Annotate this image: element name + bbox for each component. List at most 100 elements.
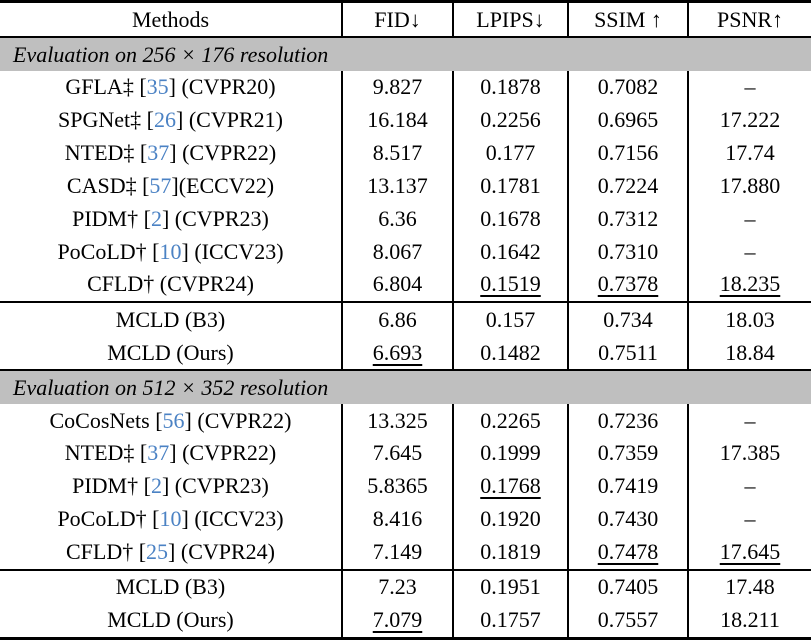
method-name-text: GFLA‡ [: [65, 74, 147, 100]
ssim-value: 0.7405: [567, 568, 688, 604]
citation-link[interactable]: 57: [149, 172, 172, 198]
table-row: NTED‡ [37] (CVPR22) 7.645 0.1999 0.7359 17.3…: [0, 437, 811, 470]
citation-link[interactable]: 26: [154, 107, 176, 133]
citation-link[interactable]: 37: [147, 140, 170, 166]
ssim-value: 0.7419: [567, 469, 688, 503]
method-venue-text: ] (CVPR22): [169, 140, 277, 166]
lpips-value: 0.1951: [452, 568, 568, 604]
lpips-value: 0.1999: [452, 437, 568, 470]
lpips-value: 0.1920: [452, 502, 568, 536]
fid-value: 7.079: [341, 603, 453, 639]
table-row: CFLD† (CVPR24) 6.804 0.1519 0.7378 18.235: [0, 267, 811, 303]
fid-value: 9.827: [341, 71, 453, 104]
method-name-text: MCLD (B3): [115, 306, 226, 332]
fid-value: 6.86: [341, 301, 453, 337]
table-body: Evaluation on 256 × 176 resolution GFLA‡ …: [0, 35, 811, 639]
method-name-text: CFLD† (CVPR24): [87, 271, 254, 297]
citation-link[interactable]: 56: [162, 407, 185, 433]
psnr-value: 17.645: [687, 535, 811, 570]
fid-value: 16.184: [341, 103, 453, 137]
fid-value: 8.067: [341, 235, 453, 268]
table-row: GFLA‡ [35] (CVPR20) 9.827 0.1878 0.7082–: [0, 71, 811, 104]
ssim-value: 0.7156: [567, 136, 688, 170]
citation-link[interactable]: 10: [159, 238, 182, 264]
table-row: SPGNet‡ [26] (CVPR21) 16.184 0.2256 0.6965 1…: [0, 103, 811, 137]
lpips-value: 0.177: [452, 136, 568, 170]
lpips-value: 0.1757: [452, 603, 568, 639]
psnr-value: 18.03: [687, 301, 811, 337]
table-row: PoCoLD† [10] (ICCV23) 8.067 0.1642 0.7310–: [0, 235, 811, 268]
fid-value: 13.325: [341, 404, 453, 438]
method-name: MCLD (Ours): [0, 604, 342, 639]
method-name-text: CoCosNets [: [49, 407, 163, 433]
table-row: CFLD† [25] (CVPR24) 7.149 0.1819 0.7478 17.6…: [0, 535, 811, 570]
psnr-value: –: [687, 502, 811, 536]
ssim-value: 0.7082: [567, 71, 688, 104]
lpips-value: 0.1519: [452, 267, 568, 303]
method-name-text: CFLD† [: [65, 539, 147, 565]
method-name: PoCoLD† [10] (ICCV23): [0, 235, 342, 268]
lpips-value: 0.2265: [452, 404, 568, 438]
psnr-value: 18.211: [687, 603, 811, 639]
psnr-value: 18.84: [687, 336, 811, 371]
citation-link[interactable]: 37: [147, 440, 170, 466]
psnr-value: 17.385: [687, 437, 811, 470]
col-header-lpips: LPIPS↓: [452, 1, 568, 38]
table-row: MCLD (B3) 7.23 0.1951 0.7405 17.48: [0, 568, 811, 604]
method-name: PIDM† [2] (CVPR23): [0, 202, 342, 235]
section-row: Evaluation on 256 × 176 resolution: [0, 35, 811, 72]
citation-link[interactable]: 2: [150, 473, 162, 499]
psnr-value: 18.235: [687, 267, 811, 303]
method-venue-text: ] (CVPR24): [168, 539, 275, 565]
fid-value: 8.416: [341, 502, 453, 536]
method-venue-text: ] (CVPR23): [161, 473, 269, 499]
table-row: CASD‡ [57](ECCV22) 13.137 0.1781 0.7224 17.8…: [0, 169, 811, 203]
fid-value: 8.517: [341, 136, 453, 170]
lpips-value: 0.1642: [452, 235, 568, 268]
ssim-value: 0.7378: [567, 267, 688, 303]
method-venue-text: ](ECCV22): [171, 172, 275, 198]
method-name: MCLD (Ours): [0, 336, 342, 370]
method-name: CFLD† [25] (CVPR24): [0, 536, 342, 570]
method-venue-text: ] (ICCV23): [181, 238, 284, 264]
method-name-text: MCLD (B3): [115, 574, 226, 600]
method-venue-text: ] (CVPR21): [176, 107, 283, 133]
ssim-value: 0.7359: [567, 437, 688, 470]
fid-value: 6.36: [341, 202, 453, 236]
col-header-psnr: PSNR↑: [687, 1, 811, 38]
table-row: PoCoLD† [10] (ICCV23) 8.416 0.1920 0.7430–: [0, 502, 811, 536]
method-name-text: NTED‡ [: [64, 140, 148, 166]
lpips-value: 0.157: [452, 301, 568, 337]
lpips-value: 0.1768: [452, 469, 568, 503]
method-venue-text: ] (CVPR22): [169, 440, 277, 466]
method-name: CFLD† (CVPR24): [0, 268, 342, 302]
section-label: Evaluation on 256 × 176 resolution: [0, 35, 811, 72]
fid-value: 6.693: [341, 336, 453, 371]
col-header-methods: Methods: [0, 1, 342, 38]
psnr-value: 17.48: [687, 568, 811, 604]
psnr-value: 17.74: [687, 136, 811, 170]
psnr-value: –: [687, 71, 811, 104]
method-name-text: PIDM† [: [72, 205, 151, 231]
method-name: PIDM† [2] (CVPR23): [0, 470, 342, 503]
fid-value: 7.149: [341, 535, 453, 570]
method-name-text: MCLD (Ours): [107, 607, 234, 633]
fid-value: 7.645: [341, 437, 453, 470]
ssim-value: 0.7312: [567, 202, 688, 236]
ssim-value: 0.7430: [567, 502, 688, 536]
method-venue-text: ] (CVPR20): [168, 74, 276, 100]
psnr-value: –: [687, 235, 811, 268]
method-name: NTED‡ [37] (CVPR22): [0, 437, 342, 470]
method-name: MCLD (B3): [0, 301, 342, 337]
citation-link[interactable]: 2: [150, 205, 162, 231]
method-venue-text: ] (CVPR23): [161, 205, 269, 231]
citation-link[interactable]: 35: [146, 74, 169, 100]
table-row: MCLD (Ours) 7.079 0.1757 0.7557 18.211: [0, 603, 811, 639]
citation-link[interactable]: 25: [146, 539, 169, 565]
method-name-text: CASD‡ [: [66, 172, 150, 198]
citation-link[interactable]: 10: [159, 506, 182, 532]
ssim-value: 0.7557: [567, 603, 688, 639]
method-name: NTED‡ [37] (CVPR22): [0, 137, 342, 170]
section-label: Evaluation on 512 × 352 resolution: [0, 369, 811, 405]
